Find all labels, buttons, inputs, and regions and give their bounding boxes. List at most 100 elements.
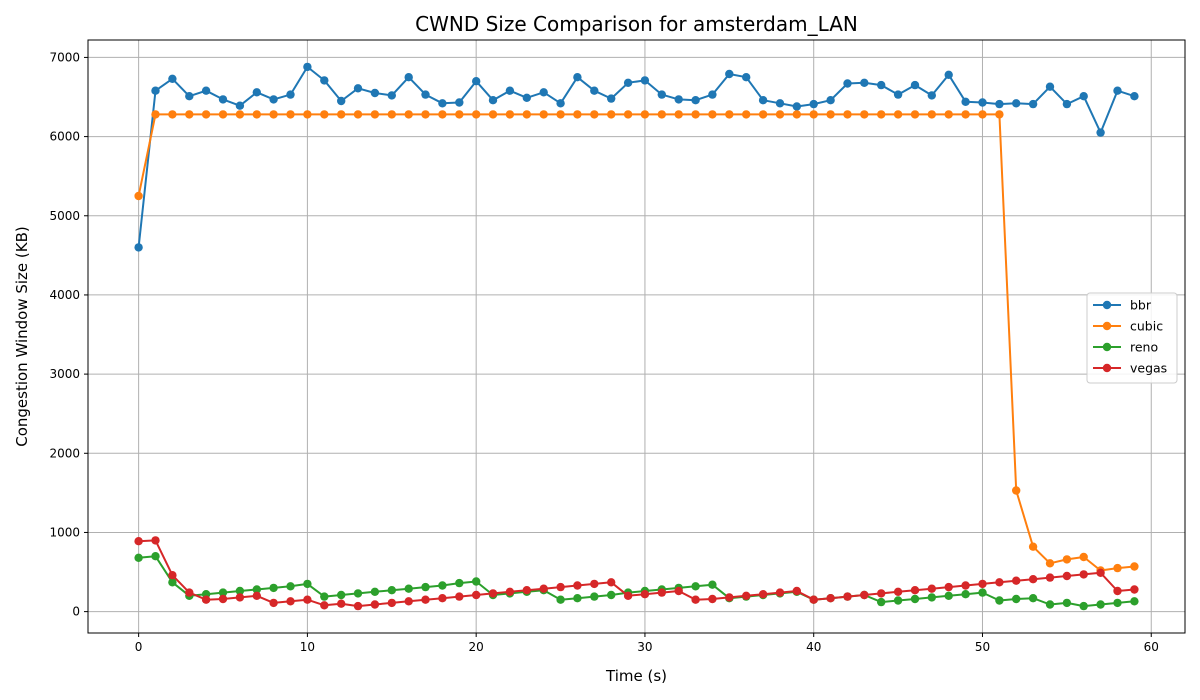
data-point-reno [691, 582, 700, 591]
data-point-bbr [1012, 99, 1021, 108]
data-point-reno [472, 577, 481, 586]
y-tick-label: 0 [72, 605, 80, 619]
plot-area-frame [87, 39, 1186, 634]
data-point-vegas [134, 537, 143, 546]
data-point-vegas [1079, 570, 1088, 579]
data-point-vegas [590, 579, 599, 589]
data-point-bbr [286, 90, 295, 99]
data-point-vegas [303, 595, 312, 604]
data-point-reno [995, 596, 1004, 605]
legend-box [1086, 292, 1178, 384]
data-point-vegas [201, 595, 211, 604]
data-point-vegas [809, 595, 818, 604]
data-point-bbr [151, 86, 160, 95]
data-point-vegas [927, 584, 936, 593]
series-cubic [134, 110, 1139, 575]
data-point-cubic [286, 110, 295, 119]
data-point-bbr [995, 99, 1004, 109]
data-point-bbr [522, 93, 531, 103]
data-point-cubic [387, 110, 396, 119]
data-point-vegas [910, 586, 920, 595]
data-point-bbr [573, 73, 582, 82]
data-point-bbr [623, 78, 633, 88]
data-point-reno [438, 581, 447, 590]
data-point-cubic [505, 110, 515, 119]
data-point-vegas [573, 581, 582, 590]
data-point-bbr [590, 86, 599, 95]
data-point-vegas [657, 588, 666, 597]
data-point-bbr [387, 91, 396, 100]
data-point-bbr [320, 76, 329, 85]
data-point-reno [286, 582, 295, 591]
data-point-bbr [640, 76, 650, 85]
data-point-bbr [944, 70, 953, 80]
data-point-cubic [472, 110, 481, 119]
data-point-bbr [218, 95, 228, 104]
data-point-bbr [775, 99, 785, 108]
data-point-reno [337, 590, 346, 600]
data-point-cubic [843, 110, 852, 119]
data-point-vegas [421, 595, 430, 604]
data-point-cubic [910, 110, 920, 119]
legend-label-cubic: cubic [1130, 319, 1163, 334]
data-point-bbr [758, 96, 768, 105]
data-point-vegas [252, 591, 261, 600]
data-point-vegas [168, 571, 177, 580]
data-point-vegas [337, 599, 346, 608]
data-point-cubic [370, 110, 380, 119]
data-point-bbr [269, 95, 278, 104]
data-point-bbr [910, 80, 920, 90]
data-point-cubic [927, 110, 936, 119]
data-point-reno [590, 592, 599, 601]
data-point-bbr [455, 98, 464, 107]
data-point-vegas [1028, 575, 1038, 584]
series-vegas [134, 536, 1139, 611]
data-point-cubic [1113, 563, 1122, 573]
data-point-bbr [370, 88, 380, 98]
data-point-cubic [674, 110, 683, 119]
legend: bbr cubic reno vegas [1086, 292, 1178, 384]
data-point-vegas [944, 582, 953, 592]
data-point-bbr [353, 84, 363, 93]
data-point-reno [1130, 597, 1139, 606]
data-point-bbr [657, 90, 666, 99]
data-point-bbr [556, 99, 565, 108]
data-point-cubic [623, 110, 633, 119]
data-point-bbr [877, 80, 886, 90]
data-point-vegas [404, 597, 413, 606]
data-point-vegas [961, 581, 970, 590]
data-point-reno [218, 588, 228, 597]
data-point-cubic [893, 110, 903, 119]
data-point-reno [303, 579, 312, 589]
data-point-reno [151, 552, 160, 561]
data-point-reno [404, 584, 413, 593]
data-point-bbr [252, 88, 261, 97]
data-point-vegas [877, 589, 886, 598]
data-point-cubic [725, 110, 734, 119]
data-point-reno [708, 580, 717, 589]
data-point-vegas [235, 593, 245, 602]
data-point-reno [455, 578, 464, 588]
data-point-vegas [556, 582, 565, 592]
data-point-cubic [269, 110, 278, 119]
data-point-bbr [725, 69, 734, 79]
data-point-bbr [185, 92, 194, 101]
data-point-cubic [607, 110, 616, 119]
data-point-cubic [826, 110, 835, 119]
data-point-reno [961, 590, 970, 599]
data-point-cubic [657, 110, 666, 119]
data-point-reno [1045, 600, 1055, 609]
y-axis-label: Congestion Window Size (KB) [13, 226, 31, 447]
data-point-bbr [691, 96, 700, 105]
data-point-bbr [961, 97, 970, 107]
ticks: 0 10 20 30 40 50 60 0 1000 2000 3000 4000 5000 6000 70… [49, 50, 1158, 654]
data-point-reno [252, 585, 261, 594]
data-point-bbr [1113, 86, 1122, 95]
data-point-bbr [404, 73, 413, 82]
data-point-bbr [1079, 92, 1088, 101]
data-point-cubic [961, 110, 970, 119]
data-point-cubic [590, 110, 599, 119]
data-point-cubic [522, 110, 531, 119]
data-point-bbr [421, 90, 430, 99]
